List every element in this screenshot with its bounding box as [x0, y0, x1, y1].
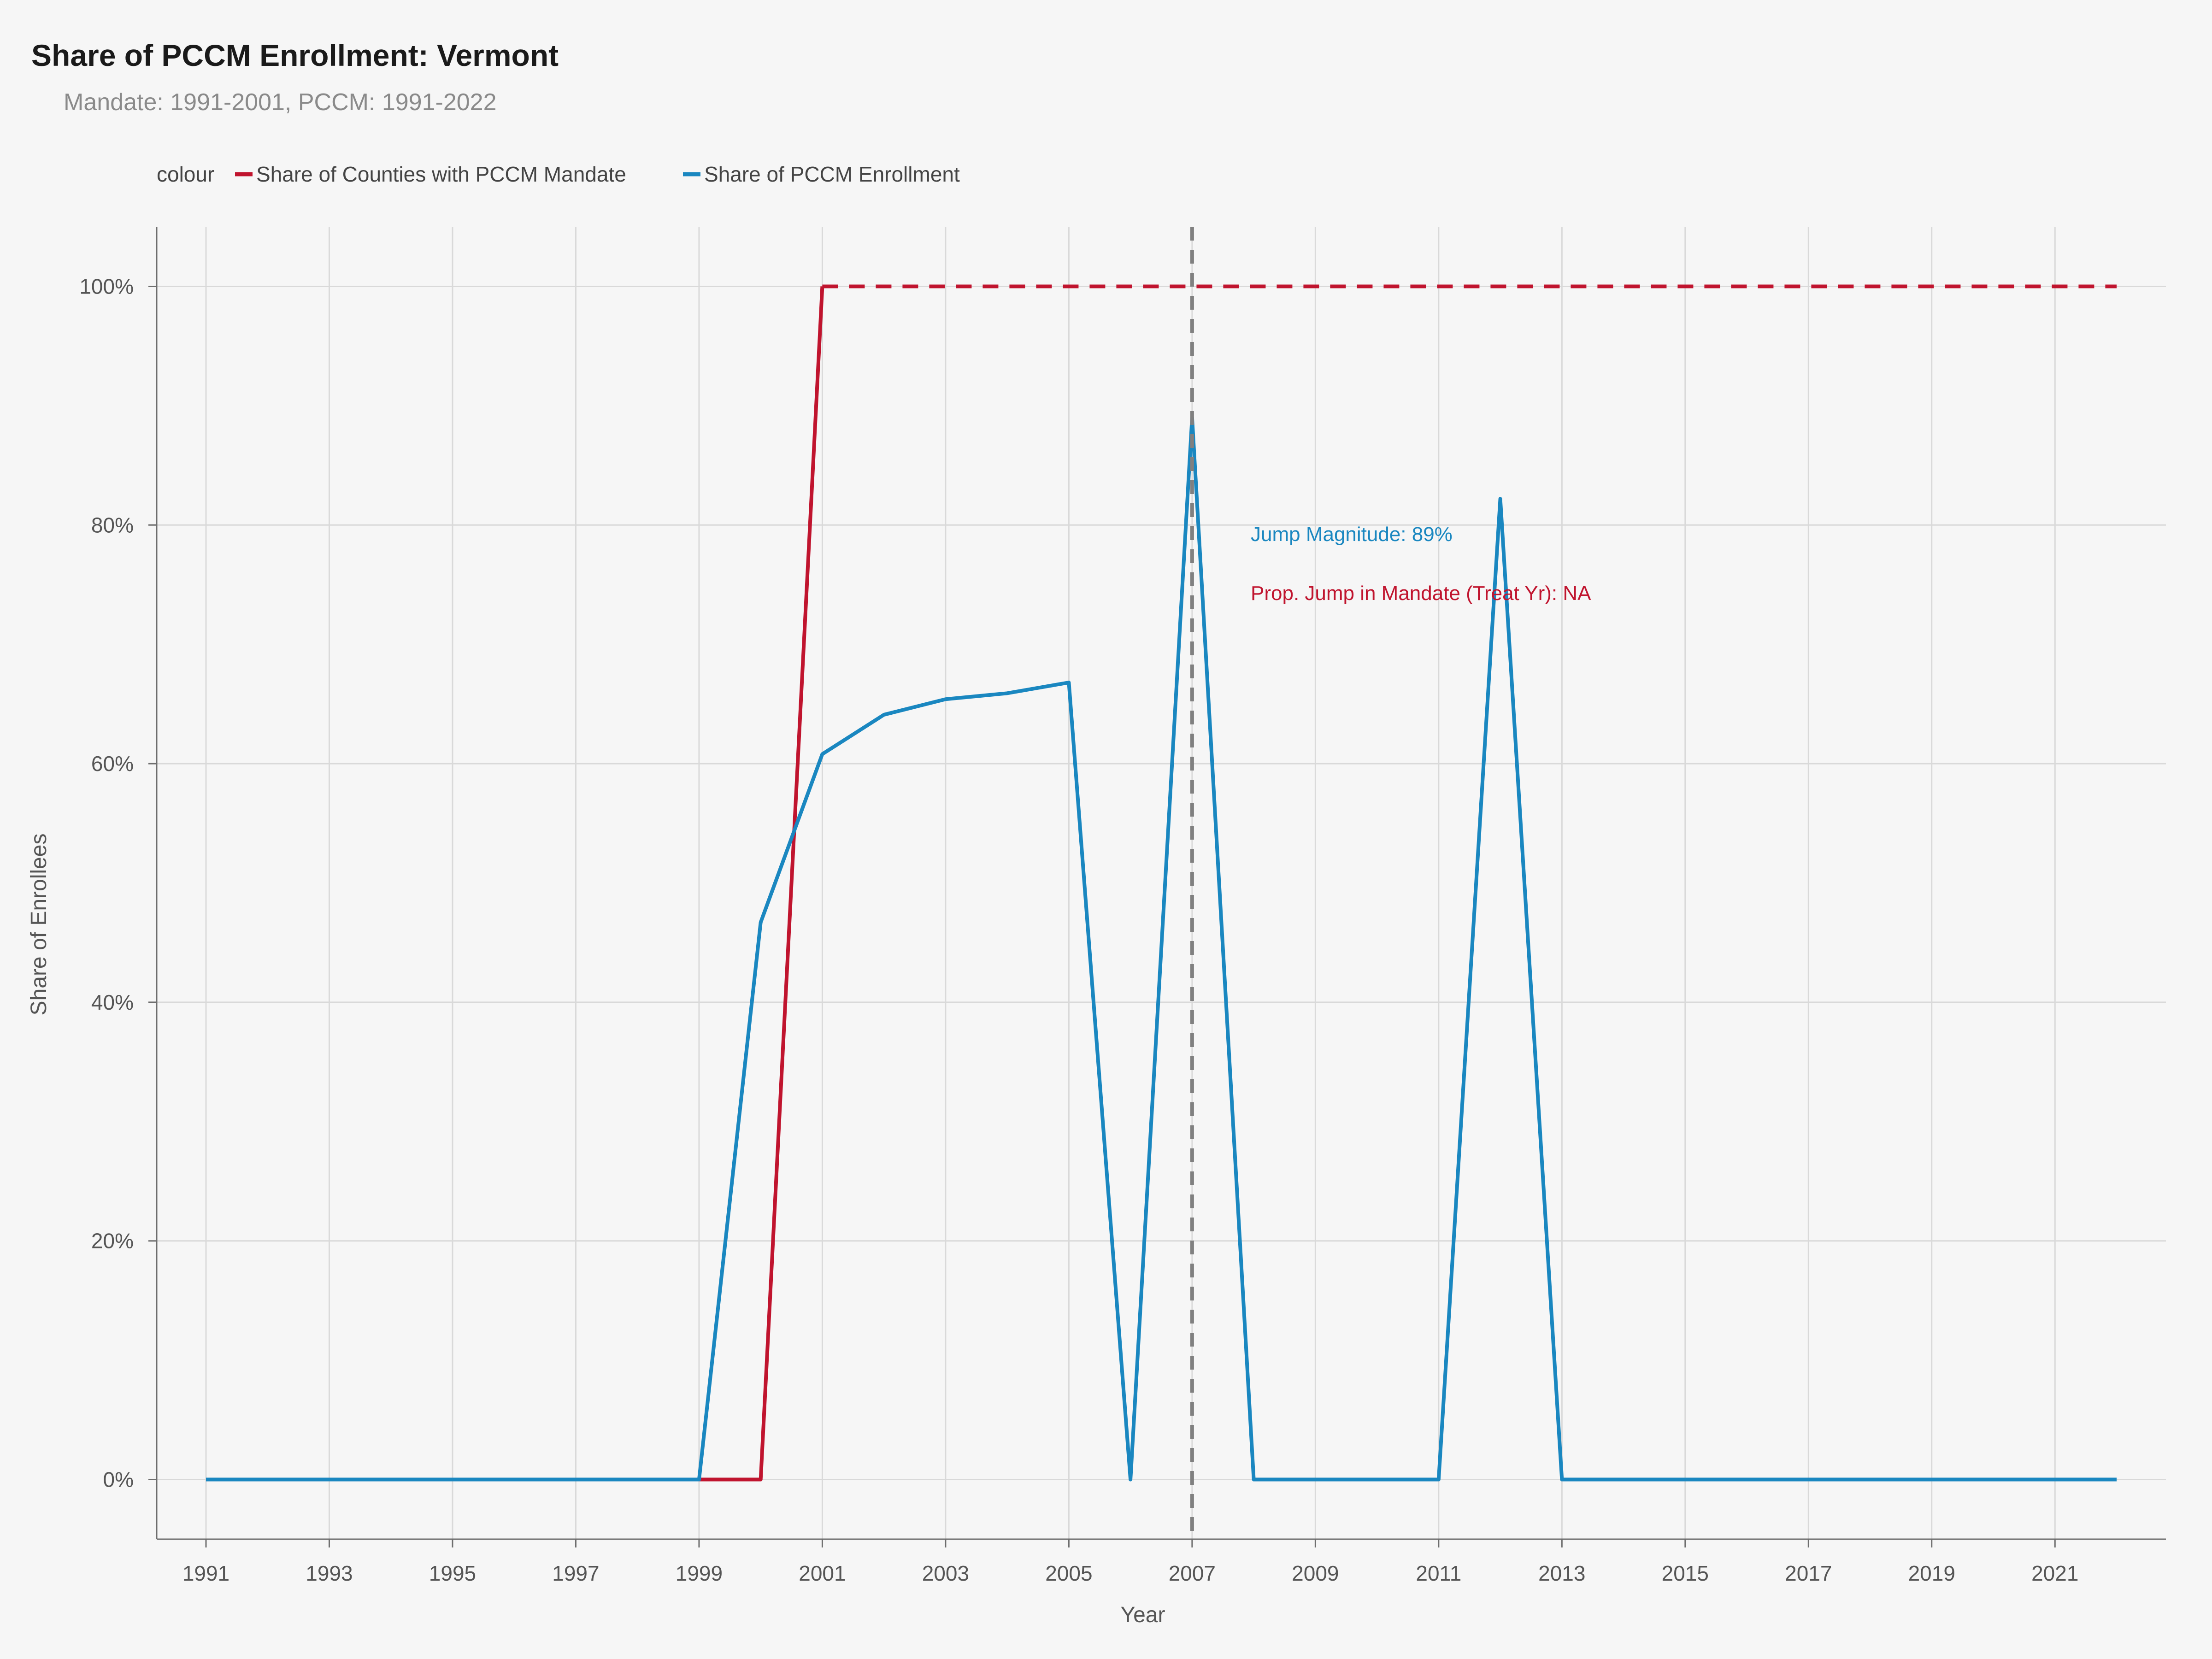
y-tick-label: 40%: [91, 990, 134, 1014]
x-tick-label: 2009: [1292, 1561, 1339, 1585]
legend-label: Share of PCCM Enrollment: [704, 162, 960, 186]
legend-label: Share of Counties with PCCM Mandate: [256, 162, 626, 186]
annotations: Jump Magnitude: 89% Prop. Jump in Mandate…: [1251, 523, 1591, 605]
grid: [157, 227, 2166, 1539]
chart-subtitle: Mandate: 1991-2001, PCCM: 1991-2022: [64, 89, 497, 116]
y-tick-label: 80%: [91, 513, 134, 537]
y-tick-label: 20%: [91, 1229, 134, 1253]
x-tick-label: 2021: [2031, 1561, 2078, 1585]
x-tick-label: 2013: [1538, 1561, 1585, 1585]
y-tick-label: 100%: [79, 274, 134, 298]
x-tick-label: 2003: [922, 1561, 969, 1585]
x-tick-label: 1997: [552, 1561, 599, 1585]
x-tick-label: 2001: [799, 1561, 846, 1585]
prop-jump-annotation: Prop. Jump in Mandate (Treat Yr): NA: [1251, 582, 1591, 605]
x-tick-label: 1995: [429, 1561, 476, 1585]
x-tick-label: 1993: [306, 1561, 353, 1585]
y-tick-label: 60%: [91, 752, 134, 776]
series-line-0: [206, 286, 824, 1482]
x-tick-label: 2019: [1908, 1561, 1955, 1585]
x-tick-label: 1991: [182, 1561, 229, 1585]
axes: 1991 1993 1995 1997 1999 2001 2003 2005 2007 2009…: [27, 227, 2166, 1627]
x-tick-label: 1999: [676, 1561, 723, 1585]
series-line-2: [206, 416, 2117, 1482]
chart-title: Share of PCCM Enrollment: Vermont: [31, 38, 559, 72]
y-axis-label: Share of Enrollees: [27, 834, 51, 1016]
x-tick-label: 2011: [1416, 1561, 1461, 1585]
y-tick-label: 0%: [103, 1468, 134, 1492]
jump-magnitude-annotation: Jump Magnitude: 89%: [1251, 523, 1453, 546]
legend-title: colour: [157, 162, 214, 186]
series: [206, 284, 2117, 1482]
x-tick-label: 2017: [1785, 1561, 1832, 1585]
x-axis-label: Year: [1121, 1603, 1165, 1627]
legend: colour Share of Counties with PCCM Mandat…: [157, 162, 960, 186]
x-tick-label: 2005: [1045, 1561, 1092, 1585]
x-tick-label: 2007: [1169, 1561, 1216, 1585]
x-tick-label: 2015: [1662, 1561, 1709, 1585]
